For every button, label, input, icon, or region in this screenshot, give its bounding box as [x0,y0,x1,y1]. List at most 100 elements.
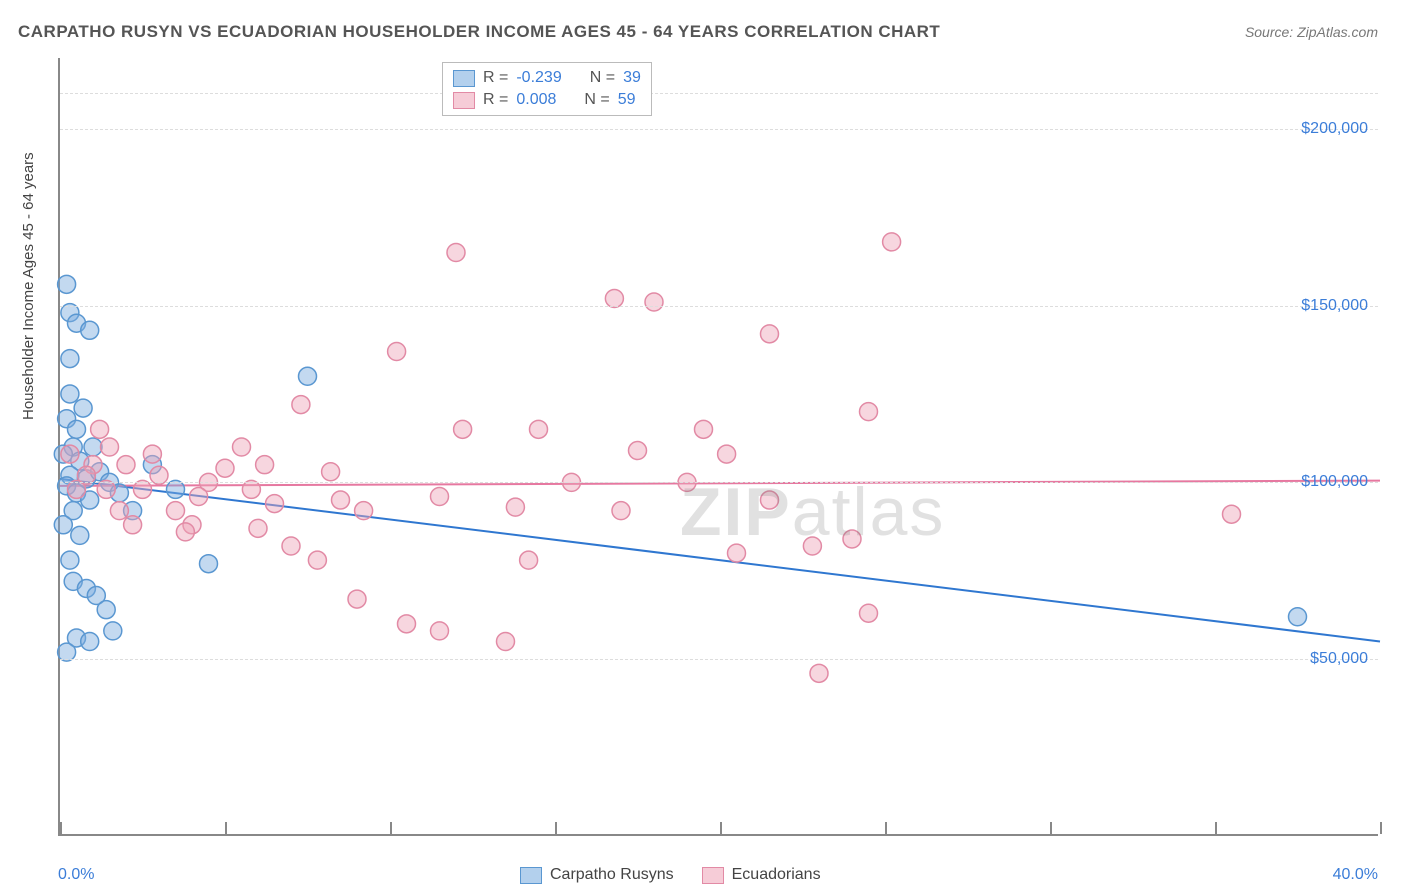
gridline-h [60,482,1378,483]
r-label: R = [483,69,508,87]
gridline-h [60,659,1378,660]
data-point [645,293,663,311]
data-point [454,420,472,438]
r-value: -0.239 [516,69,561,87]
data-point [190,488,208,506]
data-point [143,445,161,463]
data-point [299,367,317,385]
tick-x [390,822,392,834]
data-point [860,403,878,421]
tick-x [885,822,887,834]
r-label: R = [483,91,508,109]
data-point [388,343,406,361]
data-point [68,420,86,438]
data-point [101,438,119,456]
legend-swatch-pink [453,92,475,109]
data-point [348,590,366,608]
data-point [249,519,267,537]
data-point [1289,608,1307,626]
data-point [91,420,109,438]
data-point [398,615,416,633]
data-point [883,233,901,251]
legend-swatch-blue [453,70,475,87]
trend-line [60,479,1380,642]
data-point [530,420,548,438]
data-point [282,537,300,555]
data-point [612,502,630,520]
tick-x [225,822,227,834]
data-point [266,495,284,513]
data-point [843,530,861,548]
legend-swatch-blue [520,867,542,884]
gridline-h [60,129,1378,130]
plot-area: ZIPatlas $50,000$100,000$150,000$200,000 [58,58,1378,836]
data-point [308,551,326,569]
data-point [322,463,340,481]
data-point [74,399,92,417]
data-point [497,633,515,651]
data-point [71,526,89,544]
legend-item: Ecuadorians [702,866,821,884]
tick-x [1050,822,1052,834]
data-point [718,445,736,463]
legend-label: Carpatho Rusyns [550,866,674,884]
y-tick-label: $150,000 [1301,297,1368,315]
data-point [860,604,878,622]
n-label: N = [590,69,615,87]
data-point [58,275,76,293]
data-point [216,459,234,477]
data-point [117,456,135,474]
y-tick-label: $200,000 [1301,120,1368,138]
data-point [97,601,115,619]
data-point [761,491,779,509]
x-tick-max: 40.0% [1333,866,1378,884]
n-value: 39 [623,69,641,87]
plot-svg [60,58,1378,834]
chart-title: CARPATHO RUSYN VS ECUADORIAN HOUSEHOLDER… [18,22,940,42]
tick-x [720,822,722,834]
data-point [1223,505,1241,523]
legend-row: R = 0.008 N = 59 [453,89,641,111]
legend-swatch-pink [702,867,724,884]
data-point [810,664,828,682]
data-point [803,537,821,555]
x-tick-min: 0.0% [58,866,94,884]
data-point [506,498,524,516]
data-point [54,516,72,534]
gridline-h [60,93,1378,94]
data-point [61,350,79,368]
n-label: N = [584,91,609,109]
data-point [629,442,647,460]
data-point [61,551,79,569]
correlation-legend: R = -0.239 N = 39 R = 0.008 N = 59 [442,62,652,116]
y-tick-label: $100,000 [1301,473,1368,491]
tick-x [1215,822,1217,834]
data-point [355,502,373,520]
data-point [81,321,99,339]
series-legend: Carpatho Rusyns Ecuadorians [520,866,821,884]
n-value: 59 [618,91,636,109]
data-point [84,438,102,456]
y-axis-label: Householder Income Ages 45 - 64 years [20,152,37,420]
data-point [431,622,449,640]
data-point [332,491,350,509]
legend-item: Carpatho Rusyns [520,866,674,884]
data-point [447,244,465,262]
data-point [104,622,122,640]
chart-source: Source: ZipAtlas.com [1245,24,1378,40]
chart-container: CARPATHO RUSYN VS ECUADORIAN HOUSEHOLDER… [0,0,1406,892]
data-point [695,420,713,438]
data-point [124,516,142,534]
data-point [200,555,218,573]
legend-row: R = -0.239 N = 39 [453,67,641,89]
data-point [728,544,746,562]
data-point [292,396,310,414]
data-point [233,438,251,456]
tick-x [60,822,62,834]
data-point [61,445,79,463]
data-point [176,523,194,541]
y-tick-label: $50,000 [1310,650,1368,668]
legend-label: Ecuadorians [732,866,821,884]
r-value: 0.008 [516,91,556,109]
data-point [256,456,274,474]
